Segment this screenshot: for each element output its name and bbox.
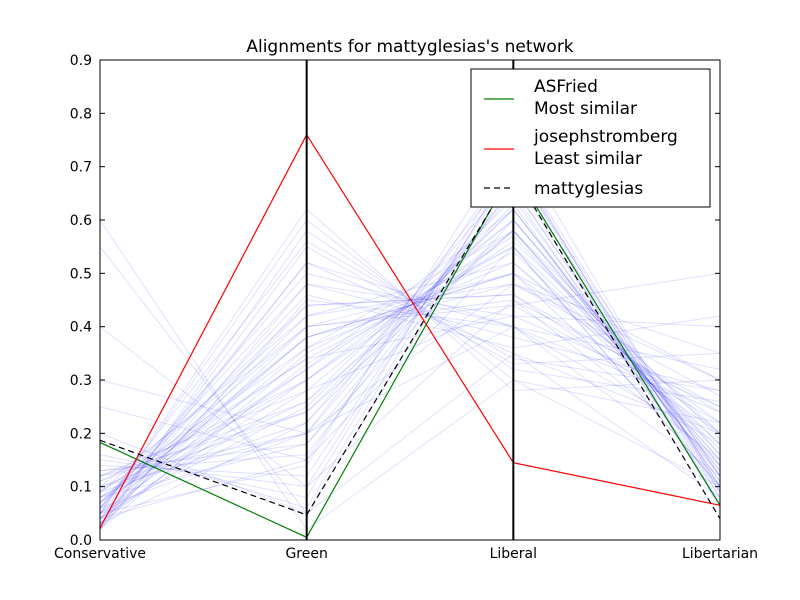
background-series-line-14: [99, 176, 721, 514]
legend-label-ASFried: ASFried: [534, 77, 598, 97]
y-tick-label: 0.1: [70, 480, 92, 496]
x-tick-label-liberal: Liberal: [490, 546, 537, 562]
background-series-line-19: [99, 246, 721, 525]
legend-sublabel-josephstromberg: Least similar: [534, 149, 642, 169]
background-series-line-59: [99, 283, 721, 514]
background-series-line-54: [99, 160, 721, 509]
background-series-line-39: [99, 272, 721, 504]
background-series-line-24: [99, 229, 721, 530]
background-series-line-9: [99, 299, 721, 504]
background-series-line-23: [99, 294, 721, 504]
x-tick-label-libertarian: Libertarian: [682, 546, 758, 562]
background-series-line-50: [99, 208, 721, 514]
background-series-line-56: [99, 262, 721, 519]
y-tick-label: 0.2: [70, 426, 92, 442]
background-series-line-15: [99, 283, 721, 520]
legend-label-mattyglesias: mattyglesias: [534, 179, 643, 199]
background-series-line-0: [99, 246, 721, 525]
highlighted-series-lines: [99, 133, 721, 539]
background-series-line-46: [99, 230, 721, 520]
background-series-line-57: [99, 251, 721, 493]
x-axis-labels: Conservative Green Liberal Libertarian: [54, 546, 758, 562]
background-series-line-53: [99, 294, 721, 525]
background-series-line-16: [99, 187, 721, 498]
background-series-line-1: [99, 208, 721, 514]
x-tick-label-conservative: Conservative: [54, 546, 146, 562]
background-series-line-38: [99, 272, 721, 520]
legend-sublabel-ASFried: Most similar: [534, 99, 637, 119]
background-series-line-22: [99, 262, 721, 493]
chart-title: Alignments for mattyglesias's network: [246, 37, 573, 57]
x-tick-label-green: Green: [285, 546, 327, 562]
background-series-line-48: [99, 283, 721, 530]
y-tick-label: 0.8: [70, 106, 92, 122]
background-series-line-36: [99, 294, 721, 514]
background-series-line-29: [99, 272, 721, 525]
background-series-line-44: [99, 240, 721, 509]
background-series-line-11: [99, 203, 721, 493]
y-tick-label: 0.6: [70, 213, 92, 229]
background-series-line-55: [99, 165, 721, 509]
series-line-ASFried: [99, 168, 721, 539]
y-tick-label: 0.7: [70, 160, 92, 176]
background-series-line-33: [99, 326, 721, 477]
y-axis-ticks: 0.0 0.1 0.2 0.3 0.4 0.5 0.6 0.7 0.8 0.9: [70, 53, 720, 549]
background-series-line-51: [99, 208, 721, 504]
background-series-line-26: [99, 219, 721, 520]
legend-label-josephstromberg: josephstromberg: [533, 127, 678, 147]
background-series-line-10: [99, 165, 721, 488]
background-series-line-49: [99, 219, 721, 472]
background-series-line-31: [99, 219, 721, 531]
background-series-line-6: [99, 272, 721, 509]
y-tick-label: 0.0: [70, 533, 92, 549]
background-series-line-58: [99, 229, 721, 477]
legend-box: [470, 68, 711, 208]
background-series-line-12: [99, 219, 721, 514]
background-series-line-40: [99, 155, 721, 509]
background-series-line-2: [99, 229, 721, 498]
y-tick-label: 0.9: [70, 53, 92, 69]
background-series-line-28: [99, 272, 721, 509]
background-series-line-8: [99, 262, 721, 525]
background-series-line-37: [99, 283, 721, 477]
background-series-line-3: [99, 299, 721, 530]
background-series-line-42: [99, 176, 721, 525]
background-series-line-35: [99, 315, 721, 498]
background-series-line-32: [99, 299, 721, 488]
plot-frame: [99, 59, 721, 541]
background-series-line-17: [99, 283, 721, 509]
background-series-line-30: [99, 246, 721, 515]
background-series-line-20: [99, 171, 721, 493]
series-line-josephstromberg: [99, 133, 721, 529]
background-series-line-47: [99, 197, 721, 498]
series-line-mattyglesias: [99, 170, 721, 519]
background-series-line-18: [99, 229, 721, 482]
y-tick-label: 0.5: [70, 266, 92, 282]
background-series-line-52: [99, 304, 721, 488]
background-series-line-27: [99, 208, 721, 488]
background-series-line-43: [99, 262, 721, 493]
y-tick-label: 0.4: [70, 320, 92, 336]
y-tick-label: 0.3: [70, 373, 92, 389]
